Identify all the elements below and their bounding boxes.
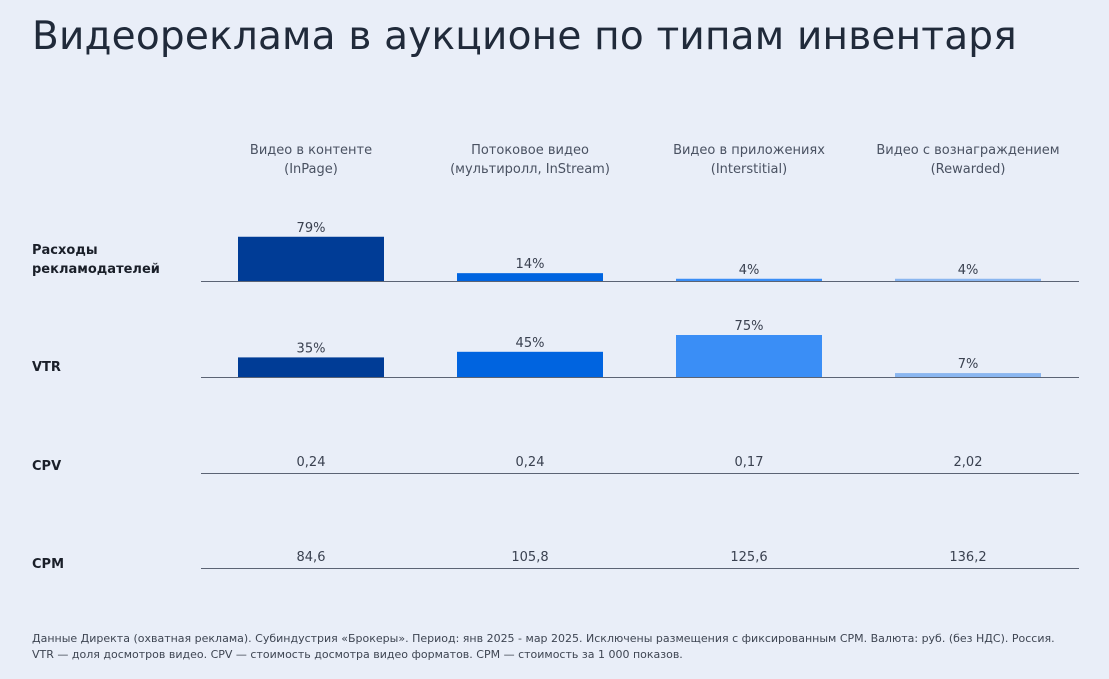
data-label-vtr-2: 45% xyxy=(516,336,545,351)
column-header-instream: Потоковое видео (мультиролл, InStream) xyxy=(430,141,630,179)
value-cpm-1: 84,6 xyxy=(297,550,326,565)
value-cpm-2: 105,8 xyxy=(511,550,548,565)
data-label-spend-4: 4% xyxy=(958,263,979,278)
bar-spend-1 xyxy=(238,236,384,281)
value-cpv-2: 0,24 xyxy=(516,455,545,470)
data-label-vtr-4: 7% xyxy=(958,357,979,372)
page-title: Видеореклама в аукционе по типам инвента… xyxy=(32,14,1017,59)
column-header-line2: (Interstitial) xyxy=(710,162,788,177)
bar-vtr-1 xyxy=(238,357,384,377)
data-label-spend-2: 14% xyxy=(516,257,545,272)
row-label-spend: Расходы рекламодателей xyxy=(32,241,160,279)
row-label-line1: Расходы xyxy=(32,243,98,258)
footnote-line1: Данные Директа (охватная реклама). Субин… xyxy=(32,632,1055,645)
column-header-rewarded: Видео с вознаграждением (Rewarded) xyxy=(868,141,1068,179)
column-header-interstitial: Видео в приложениях (Interstitial) xyxy=(649,141,849,179)
data-label-spend-3: 4% xyxy=(739,263,760,278)
row-label-cpm: CPM xyxy=(32,557,65,572)
column-header-line1: Видео в приложениях xyxy=(673,143,825,158)
value-cpm-4: 136,2 xyxy=(949,550,986,565)
column-header-line1: Видео в контенте xyxy=(249,143,373,158)
row-label-vtr: VTR xyxy=(32,360,61,375)
column-header-line1: Видео с вознаграждением xyxy=(876,143,1060,158)
value-cpm-3: 125,6 xyxy=(730,550,767,565)
column-header-line1: Потоковое видео xyxy=(471,143,589,158)
column-header-line2: (Rewarded) xyxy=(930,162,1006,177)
bar-spend-4 xyxy=(895,278,1041,281)
bar-spend-3 xyxy=(676,278,822,281)
bar-vtr-4 xyxy=(895,373,1041,377)
bar-vtr-2 xyxy=(457,351,603,377)
bar-spend-2 xyxy=(457,273,603,281)
value-cpv-4: 2,02 xyxy=(954,455,983,470)
data-label-spend-1: 79% xyxy=(297,221,326,236)
row-label-line2: рекламодателей xyxy=(32,262,160,277)
column-header-inpage: Видео в контенте (InPage) xyxy=(211,141,411,179)
bar-vtr-3 xyxy=(676,335,822,377)
value-cpv-1: 0,24 xyxy=(297,455,326,470)
column-header-line2: (InPage) xyxy=(284,162,338,177)
footnote-line2: VTR — доля досмотров видео. CPV — стоимо… xyxy=(32,648,683,661)
data-label-vtr-3: 75% xyxy=(735,319,764,334)
row-label-cpv: CPV xyxy=(32,459,62,474)
column-header-line2: (мультиролл, InStream) xyxy=(450,162,610,177)
value-cpv-3: 0,17 xyxy=(735,455,764,470)
data-label-vtr-1: 35% xyxy=(297,341,326,356)
footnote: Данные Директа (охватная реклама). Субин… xyxy=(32,631,1092,663)
